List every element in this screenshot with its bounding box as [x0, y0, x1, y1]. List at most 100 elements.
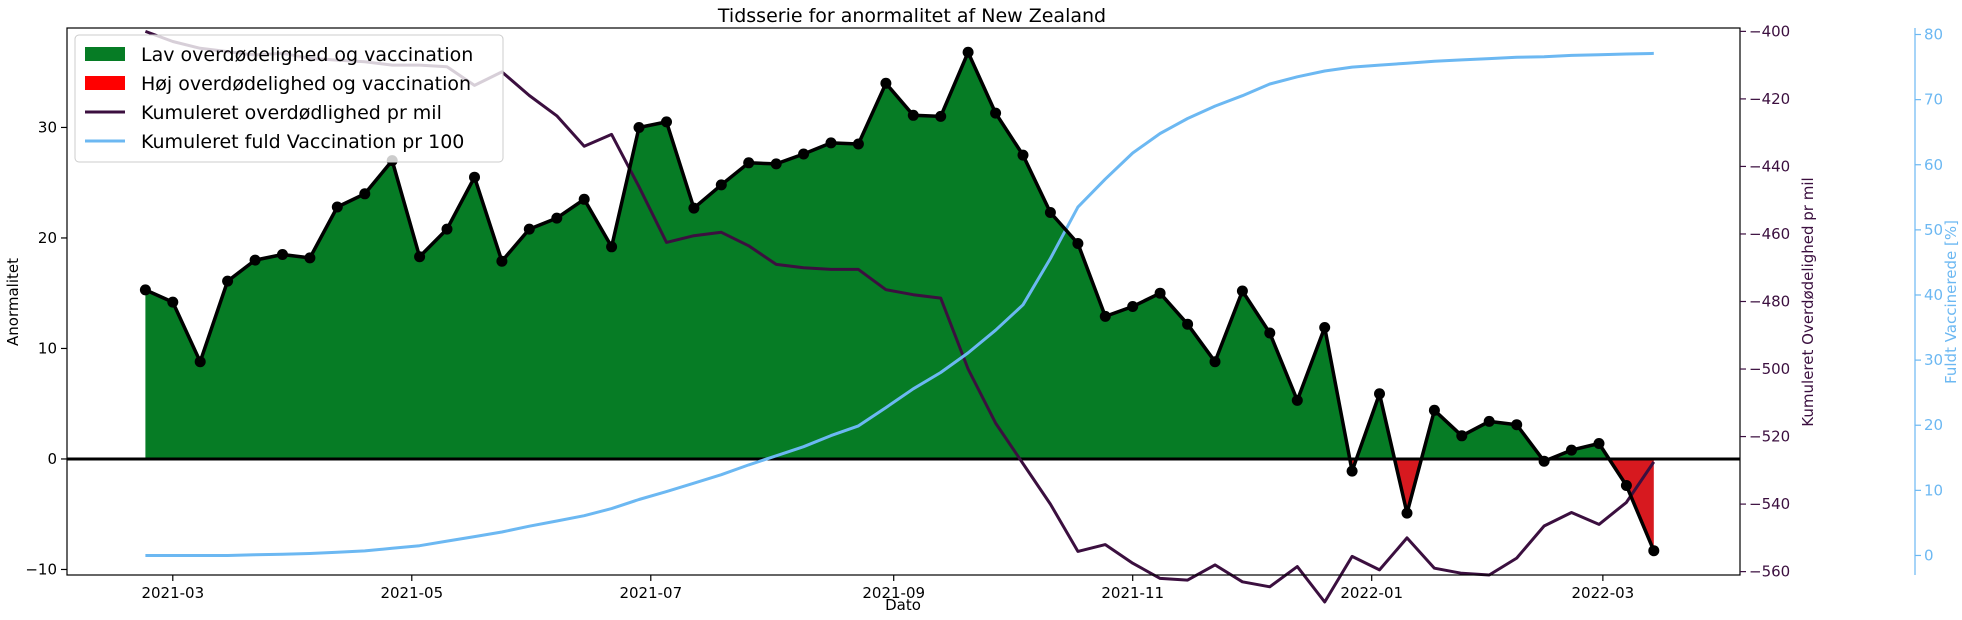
axes: 2021-03 2021-05 2021-07 2021-09 2021-11 2022-… [25, 22, 1943, 602]
x-tick-label: 2021-07 [619, 584, 682, 602]
y-tick-label-right: −400 [1749, 22, 1790, 40]
anomaly-point [194, 356, 206, 368]
anomaly-point [304, 252, 316, 264]
y-tick-label-right: −420 [1749, 90, 1790, 108]
anomaly-point [249, 254, 261, 266]
anomaly-point [715, 179, 727, 191]
y-tick-label-right2: 50 [1924, 221, 1943, 239]
anomaly-point [880, 77, 892, 89]
low-excess-fill [1356, 393, 1395, 459]
legend-label: Kumuleret fuld Vaccination pr 100 [141, 131, 464, 153]
low-excess-fill [1549, 443, 1610, 459]
anomaly-point [1483, 415, 1495, 427]
anomaly-point [1319, 322, 1331, 333]
x-tick-label: 2021-05 [380, 584, 443, 602]
y-tick-label-right: −500 [1749, 360, 1790, 378]
anomaly-point [1566, 444, 1577, 456]
y-tick-label-left: −10 [25, 560, 57, 578]
anomaly-point [139, 284, 151, 296]
anomaly-point [1456, 430, 1468, 442]
anomaly-point [331, 201, 343, 213]
anomaly-point [277, 249, 288, 260]
y-tick-label-right: −460 [1749, 225, 1790, 243]
y-tick-label-left: 10 [38, 339, 57, 357]
anomaly-point [1182, 318, 1194, 330]
anomaly-point [1017, 149, 1029, 161]
y-tick-label-right2: 70 [1924, 91, 1943, 109]
x-tick-label: 2021-09 [862, 584, 925, 602]
anomaly-point [1099, 310, 1111, 322]
anomaly-point [907, 109, 919, 121]
low-excess-fill [1421, 410, 1543, 459]
y-axis-label-left: Anormalitet [4, 258, 22, 346]
anomaly-point [743, 157, 755, 169]
anomaly-point [1044, 207, 1056, 218]
y-tick-label-right: −560 [1749, 563, 1790, 581]
anomaly-point [469, 171, 480, 183]
anomaly-point [1620, 480, 1632, 491]
anomaly-point [1291, 394, 1303, 406]
x-tick-label: 2022-03 [1572, 584, 1635, 602]
anomaly-point [1511, 419, 1523, 431]
y-tick-label-right2: 0 [1924, 546, 1934, 564]
y-tick-label-right2: 80 [1924, 26, 1943, 44]
legend-label: Lav overdødelighed og vaccination [141, 44, 473, 66]
legend-box [74, 34, 504, 163]
anomaly-point [414, 251, 426, 263]
legend-swatch [85, 76, 125, 90]
y-tick-label-right: −540 [1749, 495, 1790, 513]
low-excess-fill [145, 52, 1350, 460]
high-excess-fill [1609, 459, 1654, 551]
anomaly-point [688, 202, 700, 214]
anomaly-point [496, 255, 508, 267]
anomaly-point [606, 241, 618, 253]
y-tick-label-right2: 60 [1924, 156, 1943, 174]
anomaly-point [1127, 301, 1139, 312]
y-tick-label-right: −520 [1749, 428, 1790, 446]
y-tick-label-right2: 10 [1924, 481, 1943, 499]
anomaly-point [798, 148, 810, 160]
anomaly-line [144, 50, 1656, 552]
y-tick-label-right2: 20 [1924, 416, 1943, 434]
anomaly-point [1154, 287, 1166, 299]
x-axis-label: Dato [885, 596, 921, 614]
y-tick-label-right2: 30 [1924, 351, 1943, 369]
y-tick-label-left: 0 [47, 450, 57, 468]
x-tick-label: 2021-03 [141, 584, 204, 602]
y-axis-label-right: Kumuleret Overdødelighed pr mil [1799, 177, 1817, 426]
anomaly-point [852, 138, 864, 150]
anomaly-point [1648, 545, 1660, 557]
anomaly-point [1401, 507, 1413, 519]
anomaly-point [1264, 327, 1276, 339]
anomaly-point [1593, 438, 1605, 449]
anomaly-point [990, 107, 1002, 119]
y-tick-label-left: 30 [38, 118, 57, 136]
anomaly-points [139, 46, 1660, 557]
legend-swatch [85, 47, 125, 61]
anomaly-point [661, 116, 672, 128]
x-tick-label: 2022-01 [1340, 584, 1403, 602]
chart-title: Tidsserie for anormalitet af New Zealand [717, 5, 1106, 27]
anomaly-point [1072, 238, 1084, 249]
anomaly-fill-areas [145, 52, 1654, 551]
high-excess-fill [1394, 459, 1422, 514]
x-tick-label: 2021-11 [1101, 584, 1164, 602]
anomaly-point [578, 193, 590, 205]
anomaly-point [825, 137, 837, 149]
anomaly-point [441, 223, 453, 235]
legend-label: Høj overdødelighed og vaccination [141, 73, 471, 95]
anomaly-point [1346, 465, 1358, 477]
anomaly-point [1538, 455, 1550, 467]
anomaly-point [167, 296, 179, 308]
y-tick-label-right: −440 [1749, 157, 1790, 175]
y-tick-label-left: 20 [38, 229, 57, 247]
anomaly-point [359, 188, 371, 200]
legend: Lav overdødelighed og vaccination Høj ove… [74, 34, 504, 163]
anomaly-point [1209, 356, 1221, 368]
anomaly-point [1428, 404, 1440, 416]
anomaly-point [935, 110, 947, 122]
anomaly-point [633, 122, 645, 133]
anomaly-point [1374, 388, 1385, 400]
y-tick-label-right: −480 [1749, 293, 1790, 311]
